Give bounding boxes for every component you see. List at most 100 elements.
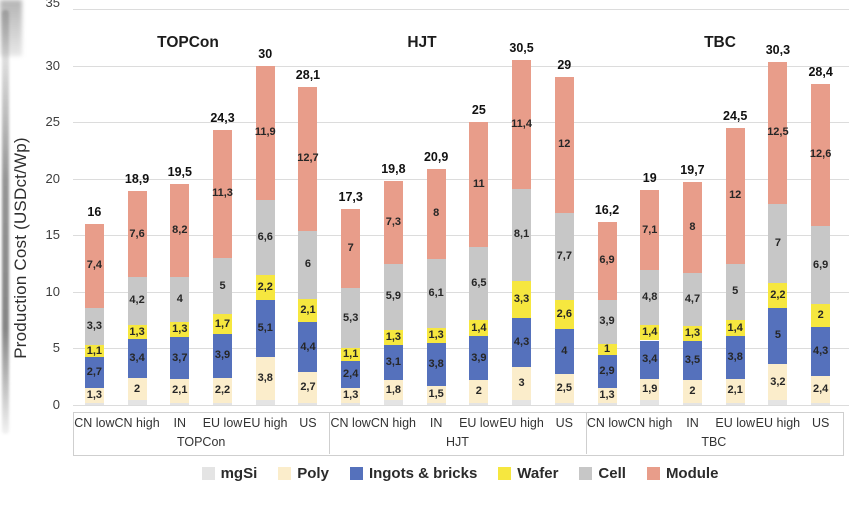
- x-tick-label: CN low: [330, 416, 371, 430]
- bar-segment: [426, 259, 446, 329]
- segment-value-label: 8: [433, 207, 440, 220]
- bar-segment: [597, 221, 617, 300]
- bar-segment: [640, 400, 660, 405]
- bar-segment: [383, 400, 403, 405]
- bar-segment: [255, 274, 275, 300]
- segment-value-label: 1,1: [86, 344, 102, 357]
- bar-segment: [512, 188, 532, 281]
- x-tick-label: CN low: [586, 416, 628, 430]
- x-tick-label: CN high: [627, 416, 673, 430]
- group-title: HJT: [407, 34, 437, 51]
- bar-segment: [383, 380, 403, 401]
- gridline: [73, 291, 849, 293]
- bar-segment: [426, 385, 446, 403]
- bar-segment: [512, 400, 532, 405]
- segment-value-label: 3,8: [428, 357, 444, 370]
- bar-segment: [341, 402, 361, 405]
- group-axis-label: TBC: [701, 435, 727, 449]
- segment-value-label: 5,3: [343, 311, 359, 324]
- segment-value-label: 2,4: [812, 382, 829, 395]
- group-divider: [329, 412, 331, 454]
- bar-segment: [597, 355, 617, 388]
- segment-value-label: 1,3: [343, 388, 359, 401]
- bar-segment: [554, 374, 574, 403]
- bar-segment: [84, 357, 104, 389]
- bar-segment: [170, 402, 190, 405]
- segment-value-label: 2,7: [300, 380, 316, 393]
- segment-value-label: 5: [732, 285, 739, 298]
- bar-segment: [426, 168, 446, 260]
- bar-segment: [725, 320, 745, 336]
- segment-value-label: 3,4: [642, 353, 658, 366]
- segment-value-label: 2: [134, 382, 141, 395]
- gridline: [73, 122, 849, 124]
- bar-segment: [84, 307, 104, 346]
- bar-total-label: 25: [471, 103, 486, 118]
- gridline: [73, 9, 849, 10]
- segment-value-label: 1,4: [642, 326, 658, 339]
- legend-swatch: [498, 467, 512, 480]
- bar-segment: [554, 402, 574, 405]
- segment-value-label: 5: [774, 329, 781, 342]
- x-tick-label: CN high: [114, 416, 160, 430]
- gridline: [73, 65, 849, 67]
- bar-segment: [255, 400, 275, 405]
- segment-value-label: 1,1: [343, 348, 359, 361]
- x-tick-label: CN low: [74, 416, 115, 430]
- bar-total-label: 20,9: [423, 149, 449, 164]
- segment-value-label: 6,1: [428, 287, 444, 300]
- segment-value-label: 1,3: [428, 328, 444, 341]
- segment-value-label: 3,7: [172, 351, 188, 364]
- segment-value-label: 2,9: [599, 365, 615, 378]
- legend-label: Poly: [297, 465, 329, 482]
- segment-value-label: 1,3: [599, 388, 615, 401]
- bar-segment: [341, 360, 361, 388]
- bar-segment: [84, 402, 104, 405]
- bar-segment: [383, 345, 403, 381]
- x-tick-label: CN high: [370, 416, 416, 430]
- bar-total-label: 19: [642, 171, 657, 186]
- bar-segment: [426, 342, 446, 386]
- segment-value-label: 12: [558, 138, 571, 151]
- segment-value-label: 12,5: [767, 126, 789, 139]
- segment-value-label: 5,9: [385, 290, 402, 303]
- segment-value-label: 2,2: [770, 288, 786, 301]
- bar-segment: [512, 59, 532, 189]
- legend-item: Cell: [579, 465, 626, 482]
- segment-value-label: 11,4: [511, 117, 532, 130]
- bar-segment: [640, 340, 660, 379]
- bar-total-label: 24,5: [723, 108, 748, 123]
- segment-value-label: 3,9: [214, 349, 231, 362]
- y-tick-label: 30: [45, 57, 60, 73]
- legend-label: Ingots & bricks: [368, 465, 478, 482]
- x-tick-label: EU low: [459, 416, 499, 430]
- segment-value-label: 2,4: [343, 367, 359, 380]
- bar-total-label: 19,8: [381, 161, 406, 176]
- segment-value-label: 3: [518, 377, 525, 389]
- bar-segment: [597, 388, 617, 403]
- bar-segment: [383, 263, 403, 331]
- segment-value-label: 3,5: [684, 353, 701, 366]
- group-divider: [585, 412, 587, 454]
- bar-segment: [811, 326, 831, 376]
- segment-value-label: 5,1: [257, 322, 273, 335]
- bar-segment: [255, 299, 275, 358]
- y-tick-label: 35: [45, 0, 60, 10]
- legend-swatch: [349, 467, 363, 480]
- segment-value-label: 7,6: [129, 227, 145, 240]
- segment-value-label: 11: [473, 177, 485, 190]
- bar-segment: [811, 304, 831, 327]
- segment-value-label: 8: [689, 220, 696, 233]
- bar-segment: [127, 191, 147, 278]
- segment-value-label: 7,1: [642, 223, 658, 236]
- scan-edge-artifact: [2, 10, 9, 434]
- gridline: [73, 405, 849, 406]
- bar-segment: [298, 230, 318, 299]
- bar-segment: [554, 76, 574, 213]
- segment-value-label: 2,2: [257, 280, 273, 293]
- segment-value-label: 7: [347, 242, 354, 255]
- segment-value-label: 2: [817, 309, 824, 322]
- legend-swatch: [201, 467, 215, 480]
- bar-segment: [469, 402, 489, 405]
- bar-segment: [469, 380, 489, 403]
